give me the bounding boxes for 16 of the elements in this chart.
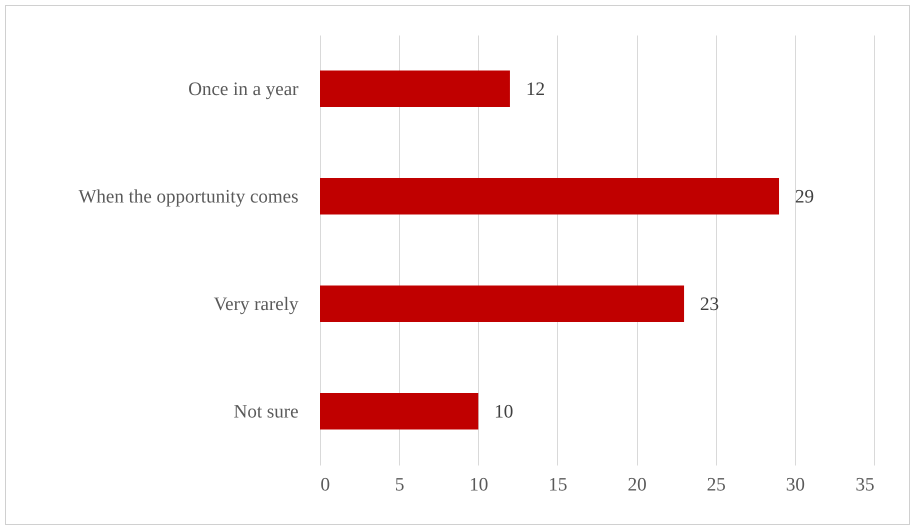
y-tick-label: When the opportunity comes xyxy=(78,186,298,208)
data-label: 10 xyxy=(494,401,514,422)
data-label: 12 xyxy=(526,78,545,100)
x-tick-label: 0 xyxy=(320,474,330,496)
y-tick-label: Very rarely xyxy=(214,294,299,315)
data-label: 23 xyxy=(700,294,720,315)
y-tick-label: Not sure xyxy=(234,401,298,422)
x-tick-label: 5 xyxy=(394,474,404,496)
x-tick-label: 10 xyxy=(469,474,488,496)
x-tick-label: 25 xyxy=(706,474,726,496)
x-tick-label: 35 xyxy=(856,474,874,496)
data-label: 29 xyxy=(795,186,814,208)
x-tick-label: 30 xyxy=(786,474,805,496)
y-tick-label: Once in a year xyxy=(188,78,300,100)
x-tick-label: 15 xyxy=(548,474,568,496)
x-tick-label: 20 xyxy=(628,474,647,496)
